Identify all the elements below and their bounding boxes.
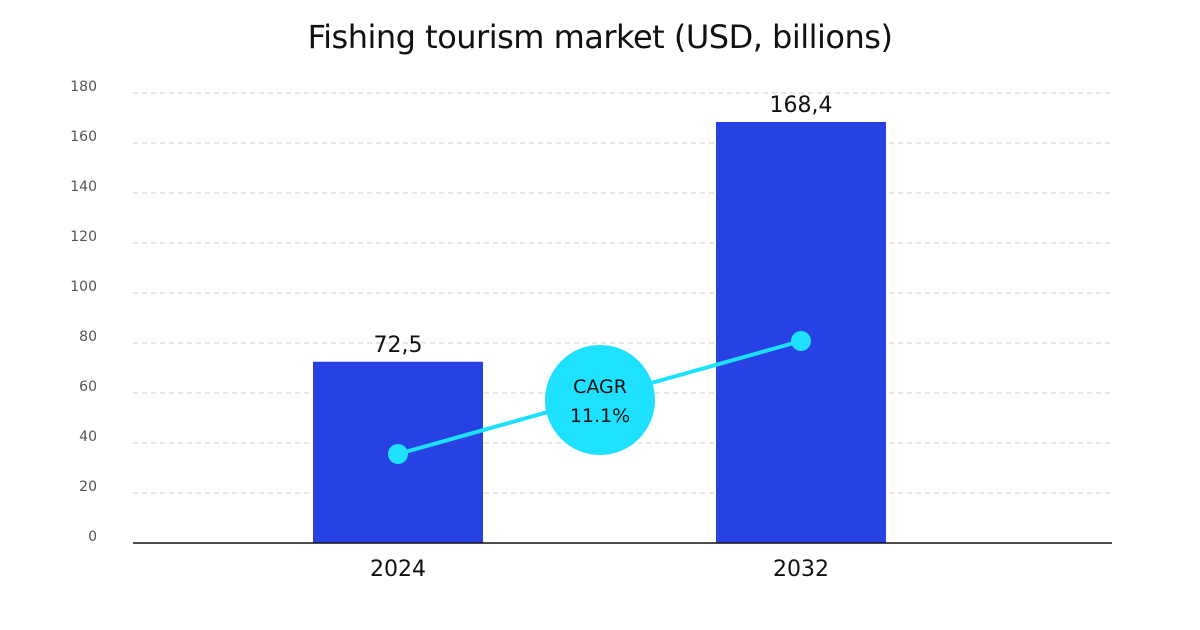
y-tick-label: 20 bbox=[79, 479, 97, 495]
y-tick-label: 140 bbox=[70, 179, 97, 195]
trend-point-start bbox=[388, 444, 408, 464]
y-axis-ticks: 0 20 40 60 80 100 120 140 160 180 bbox=[70, 79, 97, 545]
x-axis-ticks: 2024 2032 bbox=[370, 557, 829, 582]
cagr-badge bbox=[545, 345, 655, 455]
y-tick-label: 40 bbox=[79, 429, 97, 445]
cagr-value: 11.1% bbox=[570, 405, 630, 427]
data-labels: 72,5 168,4 bbox=[374, 93, 833, 358]
chart-title: Fishing tourism market (USD, billions) bbox=[307, 18, 893, 56]
y-tick-label: 160 bbox=[70, 129, 97, 145]
y-tick-label: 120 bbox=[70, 229, 97, 245]
x-tick-label: 2024 bbox=[370, 557, 426, 582]
y-tick-label: 80 bbox=[79, 329, 97, 345]
y-tick-label: 100 bbox=[70, 279, 97, 295]
x-tick-label: 2032 bbox=[773, 557, 829, 582]
y-tick-label: 60 bbox=[79, 379, 97, 395]
data-label: 72,5 bbox=[374, 333, 423, 358]
y-tick-label: 0 bbox=[88, 529, 97, 545]
trend-point-end bbox=[791, 331, 811, 351]
cagr-label: CAGR bbox=[573, 376, 627, 398]
y-tick-label: 180 bbox=[70, 79, 97, 95]
cagr-trend: CAGR 11.1% bbox=[388, 331, 811, 464]
data-label: 168,4 bbox=[770, 93, 833, 118]
